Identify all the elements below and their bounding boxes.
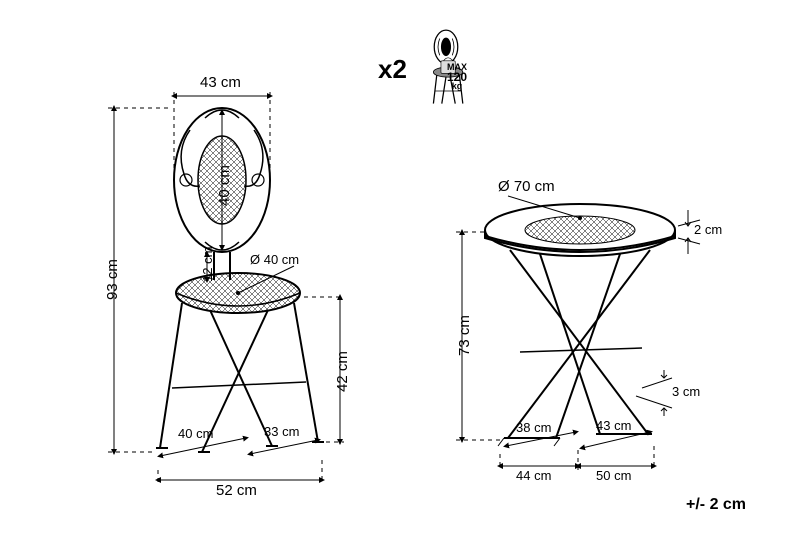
table-drawing xyxy=(456,196,700,470)
dim-foot-front: 40 cm xyxy=(178,426,213,441)
dim-back-width: 43 cm xyxy=(200,74,241,91)
maxload-unit: kg xyxy=(442,82,472,91)
dim-gap: 12 cm xyxy=(200,247,215,282)
dim-foot50: 50 cm xyxy=(596,468,631,483)
dim-leg-thk: 3 cm xyxy=(672,384,700,399)
dim-foot44: 44 cm xyxy=(516,468,551,483)
chair-drawing xyxy=(108,92,344,484)
dim-foot-back: 33 cm xyxy=(264,424,299,439)
dim-table-thk: 2 cm xyxy=(694,222,722,237)
dim-foot38: 38 cm xyxy=(516,420,551,435)
dim-foot-span: 52 cm xyxy=(216,482,257,499)
tolerance-label: +/- 2 cm xyxy=(686,496,746,514)
dim-back-oval: 40 cm xyxy=(216,165,233,206)
dim-overall-height: 93 cm xyxy=(104,259,121,300)
dim-seat-dia: Ø 40 cm xyxy=(250,252,299,267)
dim-table-height: 73 cm xyxy=(456,315,473,356)
dim-table-dia: Ø 70 cm xyxy=(498,178,555,195)
dim-seat-height: 42 cm xyxy=(334,351,351,392)
quantity-label: x2 xyxy=(378,54,407,85)
dim-foot43: 43 cm xyxy=(596,418,631,433)
